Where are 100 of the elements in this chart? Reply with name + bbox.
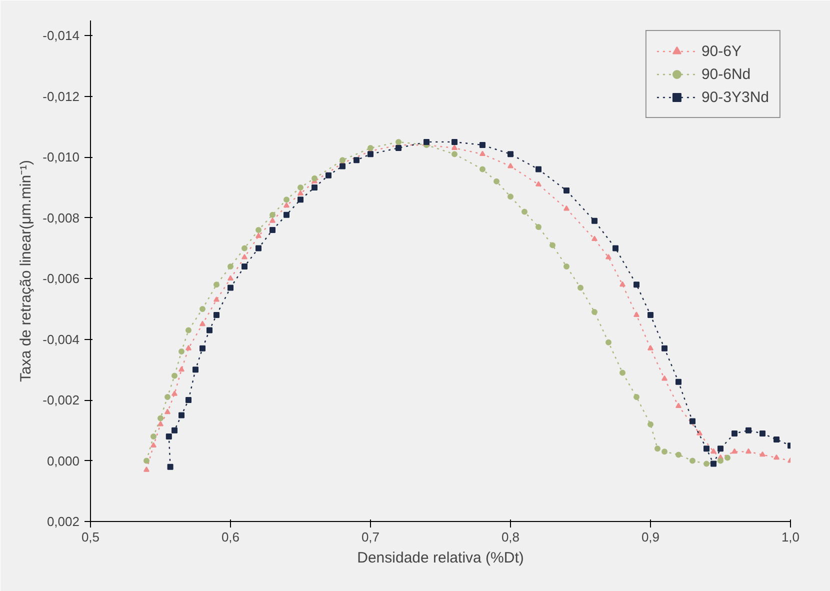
point [704,446,710,452]
point [452,151,458,158]
point [634,394,640,400]
point [396,138,402,145]
y-axis-title: Taxa de retração linear(μm.min⁻¹) [18,160,35,382]
point [340,157,346,164]
point [648,345,654,350]
point [452,144,458,150]
point [718,458,724,464]
point [164,394,170,400]
point [228,284,234,291]
point [144,458,150,464]
point [178,366,184,372]
point [396,145,402,152]
point [340,163,346,170]
point [508,151,514,158]
point [270,218,276,223]
point [564,263,570,270]
point [592,218,598,224]
x-tick-label: 1,0 [781,530,800,544]
point [158,420,164,426]
y-tick-label: -0,010 [42,150,80,165]
point [158,415,164,422]
point [648,421,654,428]
point [368,145,374,152]
point [606,339,612,346]
point [696,430,702,436]
point [732,448,738,454]
y-tick-label: -0,002 [42,392,80,408]
point [144,466,150,472]
point [760,451,766,457]
point [186,397,192,404]
point [354,157,360,164]
point [564,188,570,194]
point [172,390,178,396]
point [186,327,192,334]
point [256,245,262,252]
point [368,151,374,158]
y-tick-label: -0,008 [42,210,80,226]
point [718,446,724,452]
y-tick-label: -0,012 [42,88,80,104]
point [774,454,780,460]
legend-label: 90-6Nd [701,66,751,82]
point [172,372,178,379]
point [424,138,430,145]
point [536,181,542,186]
point [242,254,248,260]
point [690,458,696,464]
point [256,227,262,234]
point [620,281,626,287]
point [164,408,170,414]
point [724,454,730,461]
point [172,427,178,434]
point [634,282,640,288]
point [167,464,174,470]
x-tick-label: 0,7 [361,530,380,544]
point [480,150,486,156]
point [214,282,220,288]
point [690,418,696,424]
point [606,254,612,260]
point [326,172,332,178]
point [634,312,640,317]
point [178,412,184,418]
point [648,312,654,318]
point [522,208,528,215]
point [480,142,486,148]
point [200,306,206,312]
point [480,166,486,172]
point [732,430,738,436]
point [536,224,542,230]
x-tick-label: 0,5 [81,530,100,544]
point [312,175,318,182]
point [662,345,668,352]
point [150,433,156,440]
point [494,178,500,184]
point [192,366,198,373]
point [536,166,542,172]
point [662,375,668,381]
point [710,460,716,467]
point [214,296,220,302]
point [270,227,276,234]
y-tick-label: -0,014 [42,28,80,44]
point [704,460,710,467]
legend-label: 90-3Y3Nd [701,88,769,106]
x-tick-label: 0,6 [221,530,240,544]
point [214,312,220,318]
point [284,196,290,203]
point [564,205,570,211]
point [200,345,206,352]
y-tick-label: 0,000 [46,453,80,468]
point [746,448,752,454]
point [760,430,766,436]
point [242,245,248,252]
x-tick-label: 0,9 [641,530,660,544]
point [298,196,304,203]
legend-label: 90-6Y [701,42,742,60]
x-tick-label: 0,8 [501,530,520,544]
x-axis-title: Densidade relativa (%Dt) [357,550,524,566]
point [256,232,262,238]
point [150,442,156,448]
